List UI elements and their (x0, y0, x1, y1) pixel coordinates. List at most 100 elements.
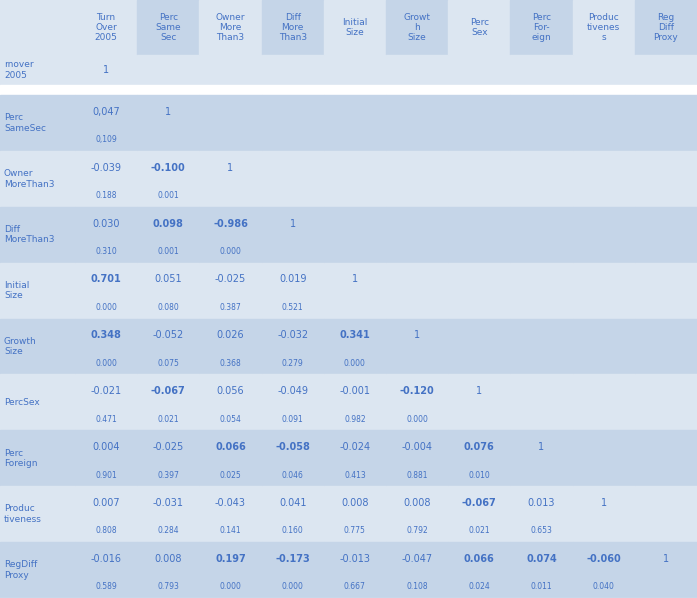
Text: 0.011: 0.011 (530, 582, 552, 591)
Text: 0.080: 0.080 (158, 303, 179, 312)
Text: 0.348: 0.348 (91, 330, 121, 340)
Text: -0.025: -0.025 (215, 274, 246, 285)
Bar (635, 263, 697, 319)
Text: 0.793: 0.793 (158, 582, 179, 591)
Text: 0.310: 0.310 (95, 247, 117, 256)
Text: Perc
SameSec: Perc SameSec (4, 113, 46, 133)
Bar (635, 207, 697, 263)
Text: -0.049: -0.049 (277, 386, 308, 396)
Bar (448, 431, 510, 486)
Bar (573, 0, 635, 55)
Text: 1: 1 (414, 330, 420, 340)
Bar (386, 0, 448, 55)
Text: -0.031: -0.031 (153, 498, 184, 508)
Bar (0, 431, 75, 486)
Bar (75, 374, 137, 431)
Bar (573, 542, 635, 598)
Text: 0.030: 0.030 (92, 218, 120, 228)
Bar (386, 542, 448, 598)
Bar (386, 319, 448, 374)
Bar (386, 263, 448, 319)
Text: Produc
tivenes
s: Produc tivenes s (587, 13, 620, 42)
Bar (324, 486, 386, 542)
Text: 0.792: 0.792 (406, 526, 428, 535)
Text: 0.001: 0.001 (158, 191, 179, 200)
Text: 0.667: 0.667 (344, 582, 366, 591)
Text: Turn
Over
2005: Turn Over 2005 (95, 13, 118, 42)
Text: -0.100: -0.100 (151, 163, 185, 173)
Text: 0.066: 0.066 (464, 554, 495, 564)
Text: 0.108: 0.108 (406, 582, 428, 591)
Bar (0, 151, 75, 207)
Text: 0.008: 0.008 (155, 554, 182, 564)
Text: 1: 1 (663, 554, 669, 564)
Bar (510, 374, 573, 431)
Bar (199, 207, 261, 263)
Text: 0.397: 0.397 (158, 471, 179, 480)
Text: 1: 1 (601, 498, 607, 508)
Bar (137, 0, 199, 55)
Bar (75, 95, 137, 151)
Text: 1: 1 (476, 386, 482, 396)
Text: 0.000: 0.000 (95, 303, 117, 312)
Bar (635, 486, 697, 542)
Text: 0.025: 0.025 (220, 471, 241, 480)
Bar (324, 263, 386, 319)
Text: 1: 1 (103, 65, 109, 75)
Text: Perc
For-
eign: Perc For- eign (532, 13, 551, 42)
Text: -0.025: -0.025 (153, 442, 184, 452)
Bar (75, 431, 137, 486)
Text: 0.056: 0.056 (217, 386, 245, 396)
Text: 0.368: 0.368 (220, 359, 241, 368)
Bar (510, 207, 573, 263)
Bar (0, 319, 75, 374)
Bar (137, 319, 199, 374)
Text: -0.058: -0.058 (275, 442, 310, 452)
Text: Diff
MoreThan3: Diff MoreThan3 (4, 225, 54, 245)
Bar (510, 95, 573, 151)
Bar (261, 542, 324, 598)
Text: -0.004: -0.004 (401, 442, 433, 452)
Text: 0.808: 0.808 (95, 526, 117, 535)
Text: 0.008: 0.008 (341, 498, 369, 508)
Bar (261, 319, 324, 374)
Bar (386, 151, 448, 207)
Text: -0.060: -0.060 (586, 554, 621, 564)
Text: 1: 1 (227, 163, 233, 173)
Bar (75, 207, 137, 263)
Text: -0.021: -0.021 (91, 386, 122, 396)
Text: 0.000: 0.000 (220, 247, 241, 256)
Bar (386, 431, 448, 486)
Text: 0.021: 0.021 (158, 414, 179, 423)
Text: 0.000: 0.000 (282, 582, 304, 591)
Text: 0.075: 0.075 (158, 359, 179, 368)
Bar (448, 486, 510, 542)
Bar (75, 486, 137, 542)
Text: 0.341: 0.341 (339, 330, 370, 340)
Bar (448, 151, 510, 207)
Text: rnover
2005: rnover 2005 (4, 60, 33, 80)
Text: 0.387: 0.387 (220, 303, 241, 312)
Bar (199, 95, 261, 151)
Bar (199, 0, 261, 55)
Text: 0.471: 0.471 (95, 414, 117, 423)
Bar (448, 0, 510, 55)
Bar (0, 542, 75, 598)
Text: 1: 1 (165, 107, 171, 117)
Text: 0.066: 0.066 (215, 442, 246, 452)
Text: 0.051: 0.051 (155, 274, 182, 285)
Text: 0.413: 0.413 (344, 471, 366, 480)
Text: 0.000: 0.000 (406, 414, 428, 423)
Bar (261, 207, 324, 263)
Text: Initial
Size: Initial Size (342, 18, 367, 37)
Bar (199, 263, 261, 319)
Text: RegDiff
Proxy: RegDiff Proxy (4, 560, 37, 579)
Bar (386, 95, 448, 151)
Bar (199, 542, 261, 598)
Text: 0.160: 0.160 (282, 526, 304, 535)
Text: 0.284: 0.284 (158, 526, 179, 535)
Bar (261, 55, 324, 85)
Text: 0.046: 0.046 (282, 471, 304, 480)
Bar (0, 85, 697, 95)
Text: 0.881: 0.881 (406, 471, 428, 480)
